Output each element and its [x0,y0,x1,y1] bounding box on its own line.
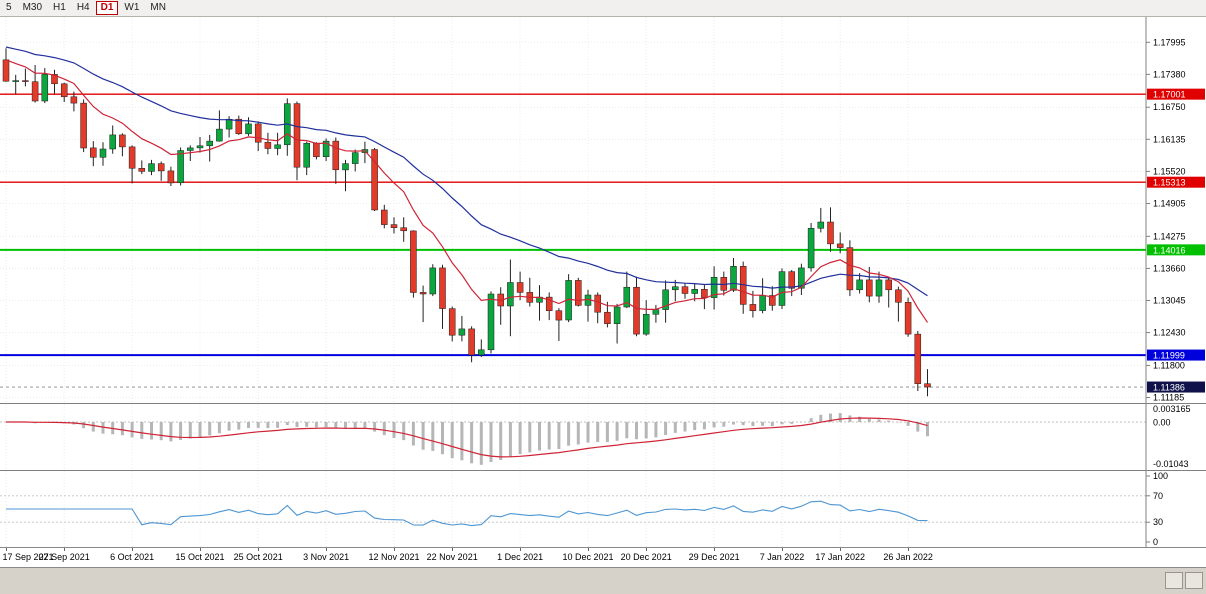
macd-histogram [33,413,929,465]
timeframe-toolbar: 5 M30 H1 H4 D1 W1 MN [0,0,1206,17]
price-level-badge [1147,176,1205,188]
date-label: 17 Sep 2021 [2,552,54,562]
date-label: 1 Dec 2021 [497,552,544,562]
date-label: 27 Sep 2021 [38,552,90,562]
price-level-badge-value: 1.11386 [1153,383,1185,393]
price-level-badge-value: 1.17001 [1153,90,1186,100]
price-axis-tick: 1.17380 [1153,69,1186,79]
ohlc-readout [24,21,44,32]
timeframe-5[interactable]: 5 [6,2,12,13]
price-level-badge [1147,349,1205,361]
date-label: 17 Jan 2022 [815,552,865,562]
price-axis-tick: 1.16135 [1153,134,1186,144]
price-axis-tick: 1.14275 [1153,231,1186,241]
rsi-axis-tick: 30 [1153,517,1163,527]
price-axis-tick: 1.13045 [1153,296,1186,306]
timeframe-H4[interactable]: H4 [76,2,90,13]
price-axis-tick: 1.11800 [1153,360,1185,370]
price-chart-panel[interactable]: 1.17995 1.17380 1.16750 1.16135 1.15520 1.149… [0,17,1206,403]
macd-header [5,406,15,417]
time-axis-tick [6,548,7,551]
date-label: 26 Jan 2022 [883,552,933,562]
price-axis-tick: 1.13660 [1153,263,1186,273]
symbol-badge: ▼ [5,23,19,31]
candlesticks [2,48,931,397]
date-label: 29 Dec 2021 [688,552,740,562]
time-axis-tick [646,548,648,551]
rsi-axis-tick: 100 [1153,471,1168,481]
price-axis-tick: 1.17995 [1153,37,1186,47]
time-axis-tick [520,548,522,551]
tab-scroll-left-button[interactable] [1165,572,1183,589]
chart-tab-bar [0,567,1206,594]
time-axis-tick [64,548,66,551]
time-axis-tick [588,548,589,551]
rsi-header [5,473,15,484]
rsi-axis-tick: 70 [1153,491,1163,501]
price-axis-tick: 1.16750 [1153,102,1186,112]
macd-axis-tick: 0.003165 [1153,404,1191,414]
tab-scroll-arrows [1165,572,1203,589]
price-level-badge [1147,381,1205,393]
date-label: 20 Dec 2021 [620,552,672,562]
time-axis-tick [714,548,716,551]
rsi-axis-tick: 0 [1153,537,1158,547]
ma-slow-line [5,46,928,297]
date-label: 12 Nov 2021 [368,552,420,562]
time-axis-tick [258,548,260,551]
timeframe-MN[interactable]: MN [150,2,166,13]
time-axis-tick [908,548,910,551]
tab-scroll-right-button[interactable] [1185,572,1203,589]
price-axis-tick: 1.14905 [1153,198,1186,208]
ma-fast-line [5,59,928,323]
date-label: 6 Oct 2021 [110,552,155,562]
timeframe-W1[interactable]: W1 [124,2,140,13]
symbol-marker-icon: ▼ [7,22,14,30]
time-axis-tick [840,548,842,551]
date-label: 7 Jan 2022 [759,552,805,562]
timeframe-M30[interactable]: M30 [22,2,43,13]
macd-axis-tick: 0.00 [1153,418,1171,428]
macd-indicator-panel[interactable]: 0.003165 0.00 -0.01043 [0,403,1206,470]
date-label: 22 Nov 2021 [426,552,478,562]
price-level-badge-value: 1.15313 [1153,178,1186,188]
date-label: 25 Oct 2021 [233,552,283,562]
time-axis-tick [132,548,134,551]
price-axis-tick: 1.12430 [1153,328,1186,338]
macd-signal-line [6,417,928,458]
time-axis[interactable]: 17 Sep 2021 27 Sep 2021 6 Oct 2021 15 Oct 2… [0,547,1206,567]
chart-ohlc-header: ▼ [5,21,44,32]
price-axis-tick: 1.15520 [1153,166,1186,176]
macd-axis-tick: -0.01043 [1153,459,1189,469]
rsi-indicator-panel[interactable]: 100 70 30 0 [0,470,1206,547]
time-axis-tick [394,548,395,551]
time-axis-tick [782,548,783,551]
price-axis-tick: 1.11185 [1153,393,1184,403]
price-level-badge [1147,88,1205,100]
date-label: 3 Nov 2021 [303,552,350,562]
time-axis-tick [452,548,454,551]
price-level-badge-value: 1.14016 [1153,245,1186,255]
date-label: 10 Dec 2021 [562,552,614,562]
timeframe-H1[interactable]: H1 [53,2,66,13]
timeframe-D1[interactable]: D1 [95,1,119,15]
price-level-badge-value: 1.11999 [1153,351,1185,361]
price-level-badge [1147,244,1205,256]
rsi-line [6,500,928,527]
time-axis-tick [326,548,328,551]
time-axis-tick [200,548,201,551]
date-label: 15 Oct 2021 [175,552,225,562]
